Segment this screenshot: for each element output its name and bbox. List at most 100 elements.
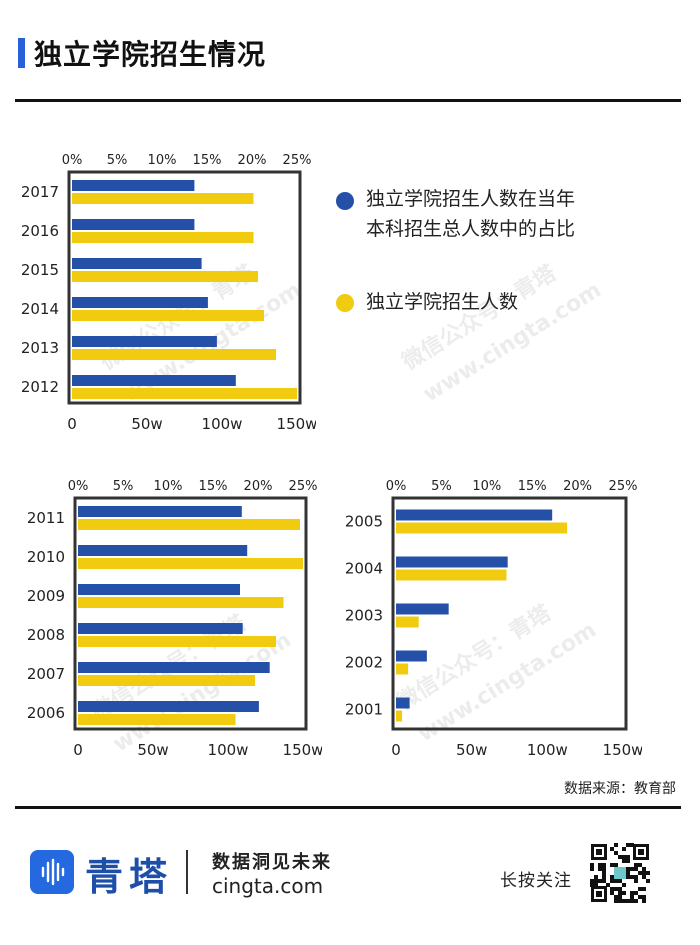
bar-share [396, 603, 449, 615]
top-tick-label: 15% [518, 479, 547, 494]
bar-count [396, 663, 409, 675]
year-label: 2007 [27, 665, 65, 683]
bottom-tick-label: 100w [202, 415, 243, 433]
bar-share [396, 650, 427, 662]
year-label: 2017 [21, 183, 59, 201]
year-label: 2010 [27, 548, 65, 566]
bar-count [72, 388, 297, 399]
legend-label-share-line2: 本科招生总人数中的占比 [366, 218, 576, 240]
top-divider [15, 99, 681, 102]
top-tick-label: 10% [472, 479, 501, 494]
chart-svg: 0% 5% 10% 15% 20% 25% 0 50w 100w 150w 2017 2016 2015… [21, 153, 318, 433]
legend-dot-count [336, 294, 354, 312]
title-accent-bar [18, 38, 25, 68]
bottom-tick-label: 50w [137, 741, 168, 759]
year-label: 2005 [345, 513, 383, 531]
brand-name: 青塔 [85, 854, 174, 899]
bar-count [72, 193, 254, 204]
year-label: 2012 [21, 378, 59, 396]
top-tick-label: 5% [107, 153, 128, 168]
chart-svg: 0% 5% 10% 15% 20% 25% 0 50w 100w 150w 2005 2004 2003… [345, 479, 644, 759]
bar-share [78, 545, 248, 556]
bar-count [78, 597, 284, 608]
legend-label-share-line1: 独立学院招生人数在当年 [366, 188, 576, 210]
top-tick-label: 5% [113, 479, 134, 494]
bar-share [72, 180, 195, 191]
chart-2001-2005: 0% 5% 10% 15% 20% 25% 0 50w 100w 150w 2005 2004 2003… [343, 472, 644, 773]
bar-count [72, 310, 264, 321]
bottom-tick-label: 100w [208, 741, 249, 759]
top-tick-label: 10% [148, 153, 177, 168]
chart-2006-2011: 0% 5% 10% 15% 20% 25% 0 50w 100w 150w 2011 2010 2009… [25, 472, 324, 773]
bar-count [78, 675, 255, 686]
top-tick-label: 25% [609, 479, 638, 494]
bar-count [78, 519, 300, 530]
bar-count [78, 558, 303, 569]
year-label: 2013 [21, 339, 59, 357]
bar-share [78, 662, 270, 673]
top-tick-label: 10% [154, 479, 183, 494]
bottom-tick-label: 0 [73, 741, 83, 759]
follow-label: 长按关注 [500, 871, 572, 891]
footer-divider [186, 850, 188, 894]
legend-label-share: 独立学院招生人数在当年 本科招生总人数中的占比 [366, 184, 575, 244]
bar-count [396, 710, 403, 722]
year-label: 2015 [21, 261, 59, 279]
bar-share [396, 509, 553, 521]
bar-count [78, 714, 236, 725]
bottom-tick-label: 0 [67, 415, 77, 433]
chart-frame [67, 170, 302, 405]
top-tick-label: 20% [244, 479, 273, 494]
year-label: 2004 [345, 560, 383, 578]
top-tick-label: 20% [238, 153, 267, 168]
footer-slogan: 数据洞见未来 [212, 852, 332, 873]
bar-share [396, 697, 410, 709]
bottom-tick-label: 50w [456, 741, 487, 759]
chart-svg: 0% 5% 10% 15% 20% 25% 0 50w 100w 150w 2011 2010 2009… [27, 479, 324, 759]
bar-count [72, 271, 258, 282]
bar-count [72, 349, 276, 360]
year-label: 2006 [27, 704, 65, 722]
data-source: 数据来源：教育部 [564, 781, 676, 797]
bar-count [72, 232, 254, 243]
top-tick-label: 25% [289, 479, 318, 494]
bottom-tick-label: 150w [603, 741, 642, 759]
bar-count [396, 522, 568, 534]
footer-site: cingta.com [212, 874, 324, 898]
chart-2012-2017: 0% 5% 10% 15% 20% 25% 0 50w 100w 150w 2017 2016 2015… [19, 146, 318, 447]
year-label: 2009 [27, 587, 65, 605]
bar-count [396, 569, 507, 581]
year-label: 2003 [345, 607, 383, 625]
bar-share [396, 556, 508, 568]
bar-share [78, 623, 243, 634]
bottom-tick-label: 150w [277, 415, 316, 433]
top-tick-label: 15% [199, 479, 228, 494]
bar-share [72, 258, 202, 269]
bar-count [78, 636, 276, 647]
bar-share [78, 701, 259, 712]
bar-share [72, 375, 236, 386]
top-tick-label: 0% [68, 479, 89, 494]
bar-share [72, 336, 217, 347]
bottom-tick-label: 50w [131, 415, 162, 433]
bottom-tick-label: 100w [527, 741, 568, 759]
year-label: 2002 [345, 654, 383, 672]
bar-share [78, 584, 240, 595]
top-tick-label: 0% [386, 479, 407, 494]
top-tick-label: 5% [431, 479, 452, 494]
bottom-tick-label: 150w [283, 741, 322, 759]
top-tick-label: 0% [62, 153, 83, 168]
page-title: 独立学院招生情况 [34, 38, 267, 71]
chart-frame [391, 496, 628, 731]
bar-count [396, 616, 419, 628]
year-label: 2014 [21, 300, 59, 318]
chart-frame [73, 496, 308, 731]
bar-share [72, 219, 195, 230]
legend-dot-share [336, 192, 354, 210]
top-tick-label: 15% [193, 153, 222, 168]
qr-code-icon[interactable] [590, 843, 650, 903]
year-label: 2008 [27, 626, 65, 644]
year-label: 2011 [27, 509, 65, 527]
brand-logo-icon [30, 850, 74, 894]
bar-share [78, 506, 242, 517]
